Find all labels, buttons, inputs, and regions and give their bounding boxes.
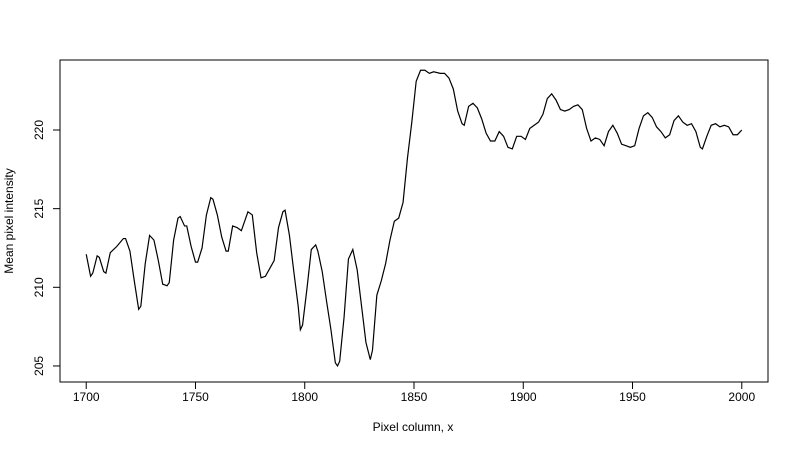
x-axis-label: Pixel column, x xyxy=(373,420,454,434)
y-tick-label: 210 xyxy=(32,277,46,297)
x-tick-label: 1850 xyxy=(401,390,428,404)
x-tick-label: 1750 xyxy=(182,390,209,404)
x-tick-label: 2000 xyxy=(728,390,755,404)
x-tick-label: 1950 xyxy=(619,390,646,404)
x-tick-label: 1700 xyxy=(73,390,100,404)
y-tick-label: 220 xyxy=(32,120,46,140)
x-tick-label: 1800 xyxy=(291,390,318,404)
plot-frame xyxy=(59,59,769,383)
data-line xyxy=(85,69,743,368)
y-axis-label: Mean pixel intensity xyxy=(2,168,16,273)
y-tick-label: 215 xyxy=(32,198,46,218)
y-tick-label: 205 xyxy=(32,356,46,376)
x-tick-label: 1900 xyxy=(510,390,537,404)
